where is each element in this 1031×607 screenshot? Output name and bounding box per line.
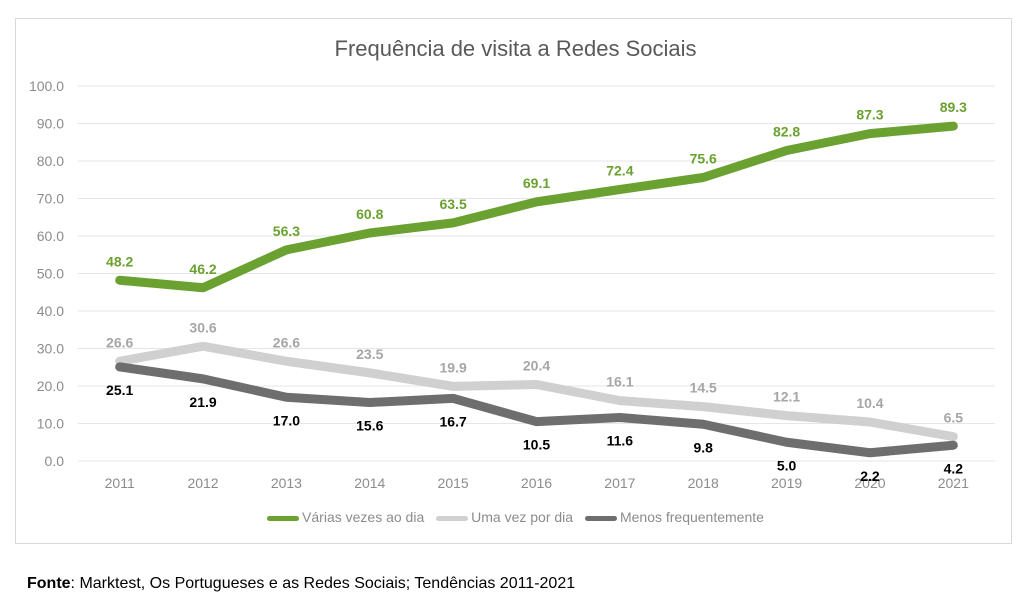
legend-label: Uma vez por dia xyxy=(471,509,574,525)
chart-legend: Várias vezes ao dia Uma vez por dia Meno… xyxy=(0,509,1031,525)
data-label: 9.8 xyxy=(693,439,713,455)
legend-swatch xyxy=(267,515,300,521)
x-tick-label: 2021 xyxy=(938,475,969,491)
y-tick-label: 100.0 xyxy=(29,78,64,94)
x-tick-label: 2018 xyxy=(688,475,719,491)
data-label: 69.1 xyxy=(523,175,550,191)
x-tick-label: 2019 xyxy=(771,475,802,491)
data-label: 14.5 xyxy=(690,380,717,396)
series-line-1 xyxy=(115,341,958,442)
data-label: 82.8 xyxy=(773,124,800,140)
data-label: 5.0 xyxy=(777,457,797,473)
data-label: 48.2 xyxy=(106,253,133,269)
source-text: : Marktest, Os Portugueses e as Redes So… xyxy=(70,575,576,592)
source-note: Fonte: Marktest, Os Portugueses e as Red… xyxy=(27,575,575,593)
data-label: 25.1 xyxy=(106,382,133,398)
data-label: 12.1 xyxy=(773,389,800,405)
data-label: 16.1 xyxy=(606,374,633,390)
y-tick-label: 70.0 xyxy=(37,191,64,207)
data-label: 19.9 xyxy=(440,359,467,375)
y-tick-label: 0.0 xyxy=(45,453,65,469)
data-label: 72.4 xyxy=(606,163,633,179)
data-label: 4.2 xyxy=(944,460,964,476)
y-tick-label: 90.0 xyxy=(37,116,64,132)
data-label: 23.5 xyxy=(356,346,383,362)
x-tick-label: 2020 xyxy=(854,475,885,491)
data-label: 10.5 xyxy=(523,437,550,453)
x-tick-label: 2014 xyxy=(354,475,385,491)
series-line-0 xyxy=(115,121,958,293)
data-label: 63.5 xyxy=(440,196,467,212)
data-label: 89.3 xyxy=(940,99,967,115)
data-label: 6.5 xyxy=(944,410,964,426)
source-label: Fonte xyxy=(27,575,71,592)
data-label: 20.4 xyxy=(523,358,550,374)
data-label: 75.6 xyxy=(690,151,717,167)
legend-swatch xyxy=(436,515,469,521)
x-tick-label: 2011 xyxy=(105,475,135,491)
data-label: 30.6 xyxy=(189,319,216,335)
y-tick-label: 30.0 xyxy=(37,341,64,357)
series-line-2 xyxy=(115,362,958,458)
data-label: 11.6 xyxy=(607,433,634,449)
data-label: 26.6 xyxy=(106,334,133,350)
data-label: 15.6 xyxy=(356,418,383,434)
legend-label: Menos frequentemente xyxy=(619,509,764,525)
x-tick-label: 2016 xyxy=(521,475,552,491)
data-label: 2.2 xyxy=(860,468,880,484)
chart-frame xyxy=(15,18,1012,544)
x-tick-label: 2015 xyxy=(438,475,469,491)
x-tick-label: 2017 xyxy=(604,475,635,491)
x-tick-label: 2013 xyxy=(271,475,302,491)
y-tick-label: 20.0 xyxy=(37,378,64,394)
data-label: 26.6 xyxy=(273,334,300,350)
data-label: 21.9 xyxy=(189,394,216,410)
data-label: 46.2 xyxy=(189,261,216,277)
legend-item-varias-vezes[interactable]: Várias vezes ao dia xyxy=(267,509,424,525)
data-label: 10.4 xyxy=(856,395,883,411)
chart-title: Frequência de visita a Redes Sociais xyxy=(334,36,697,61)
data-label: 87.3 xyxy=(856,107,883,123)
x-tick-label: 2012 xyxy=(187,475,218,491)
y-tick-label: 80.0 xyxy=(37,153,64,169)
data-label: 17.0 xyxy=(273,412,300,428)
y-tick-label: 10.0 xyxy=(37,416,64,432)
legend-swatch xyxy=(584,515,617,521)
data-label: 56.3 xyxy=(273,223,300,239)
data-label: 60.8 xyxy=(356,206,383,222)
legend-item-menos-frequentemente[interactable]: Menos frequentemente xyxy=(584,509,764,525)
legend-item-uma-vez[interactable]: Uma vez por dia xyxy=(436,509,573,525)
data-label: 16.7 xyxy=(440,413,467,429)
y-tick-label: 40.0 xyxy=(37,303,64,319)
legend-label: Várias vezes ao dia xyxy=(302,509,425,525)
y-tick-label: 60.0 xyxy=(37,228,64,244)
y-tick-label: 50.0 xyxy=(37,266,64,282)
